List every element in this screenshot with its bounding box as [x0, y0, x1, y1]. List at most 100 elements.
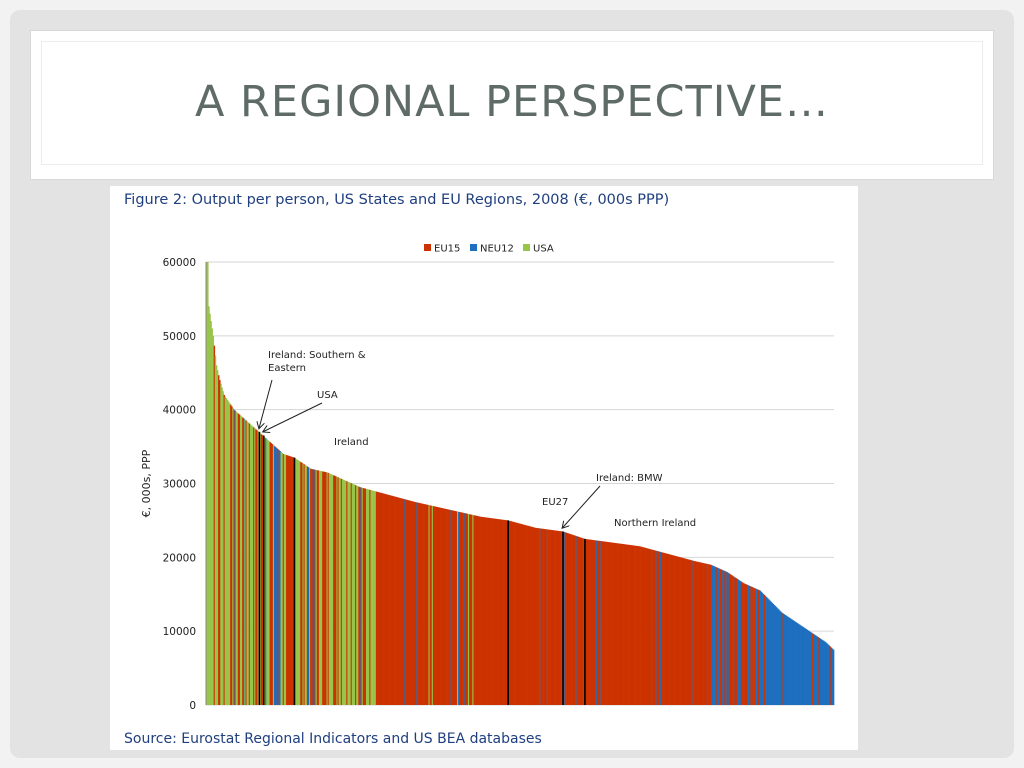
bar-346 [585, 539, 587, 705]
bar-51 [261, 435, 264, 705]
bar-556 [815, 635, 817, 705]
bar-452 [701, 562, 703, 705]
bar-20 [227, 401, 230, 705]
bar-333 [570, 534, 573, 705]
bar-564 [824, 641, 826, 705]
bar-387 [630, 545, 632, 705]
bar-94 [309, 468, 311, 705]
bar-344 [583, 538, 585, 705]
bar-231 [459, 512, 461, 705]
bar-302 [536, 528, 539, 705]
bar-324 [561, 531, 563, 705]
bar-233 [461, 512, 463, 705]
bar-50 [260, 434, 263, 705]
marker-bar-2 [293, 457, 296, 705]
bar-266 [497, 519, 499, 705]
bar-2 [208, 306, 210, 705]
bar-166 [387, 494, 390, 705]
bar-73 [286, 455, 288, 705]
bar-132 [350, 483, 353, 705]
bar-481 [733, 576, 735, 705]
bar-285 [518, 523, 520, 705]
bar-165 [386, 494, 389, 705]
bar-377 [619, 543, 621, 705]
bar-375 [616, 543, 619, 705]
bar-517 [772, 603, 775, 705]
bar-60 [271, 444, 274, 705]
bar-385 [627, 544, 630, 705]
bar-497 [750, 586, 753, 705]
bar-211 [437, 507, 439, 705]
bar-427 [673, 555, 676, 705]
bar-456 [705, 563, 708, 705]
bar-62 [273, 446, 276, 705]
bar-360 [600, 541, 602, 705]
bar-38 [247, 422, 250, 705]
bar-238 [466, 513, 469, 705]
bar-495 [748, 585, 750, 705]
bar-332 [569, 534, 572, 705]
y-tick-label-1: 10000 [163, 626, 196, 638]
bar-25 [233, 409, 235, 705]
bar-158 [379, 492, 381, 705]
bar-200 [425, 504, 427, 705]
bar-538 [795, 622, 798, 705]
bar-14 [221, 387, 223, 705]
bar-26 [234, 410, 236, 705]
bar-523 [779, 610, 781, 705]
bar-16 [223, 394, 225, 705]
bar-418 [664, 553, 666, 705]
bar-549 [807, 630, 810, 705]
chart-markers [258, 431, 586, 706]
bar-448 [697, 561, 699, 705]
bar-222 [449, 509, 451, 705]
chart-legend: EU15 NEU12 USA [424, 244, 554, 255]
bar-515 [770, 601, 772, 705]
bar-518 [773, 604, 776, 705]
bar-7 [213, 345, 216, 705]
bar-268 [499, 519, 502, 705]
bar-283 [516, 522, 518, 705]
bar-256 [486, 517, 489, 705]
bar-241 [470, 514, 472, 705]
bar-230 [458, 511, 460, 705]
bar-224 [451, 510, 453, 705]
bar-1 [207, 262, 209, 705]
bar-496 [749, 586, 752, 705]
bar-426 [672, 555, 675, 705]
bar-136 [355, 485, 357, 705]
legend-label-0: EU15 [434, 244, 460, 255]
bar-379 [621, 543, 623, 705]
bar-547 [805, 628, 807, 705]
bar-179 [402, 498, 404, 705]
bar-107 [323, 471, 325, 705]
bar-111 [327, 472, 330, 705]
bar-282 [515, 522, 517, 705]
bar-555 [814, 634, 816, 705]
bar-65 [277, 449, 279, 705]
bar-159 [380, 492, 382, 705]
bar-9 [215, 365, 218, 705]
bar-474 [725, 571, 727, 705]
bar-270 [501, 519, 504, 705]
bar-320 [556, 530, 559, 705]
bar-511 [766, 597, 768, 705]
title-box: A REGIONAL PERSPECTIVE… [30, 30, 994, 180]
bar-161 [382, 493, 384, 705]
bar-367 [608, 542, 610, 705]
bar-298 [532, 527, 535, 705]
bar-213 [439, 507, 441, 705]
bar-487 [739, 580, 742, 705]
bar-257 [487, 517, 490, 705]
bar-522 [778, 609, 780, 705]
bar-160 [381, 493, 383, 705]
bar-72 [284, 454, 287, 705]
bar-469 [720, 569, 722, 705]
bar-420 [666, 553, 668, 705]
bar-122 [339, 478, 342, 705]
bar-31 [239, 415, 242, 705]
bar-263 [494, 518, 496, 705]
bar-142 [361, 487, 364, 705]
bar-399 [643, 547, 645, 705]
bar-240 [469, 514, 471, 705]
